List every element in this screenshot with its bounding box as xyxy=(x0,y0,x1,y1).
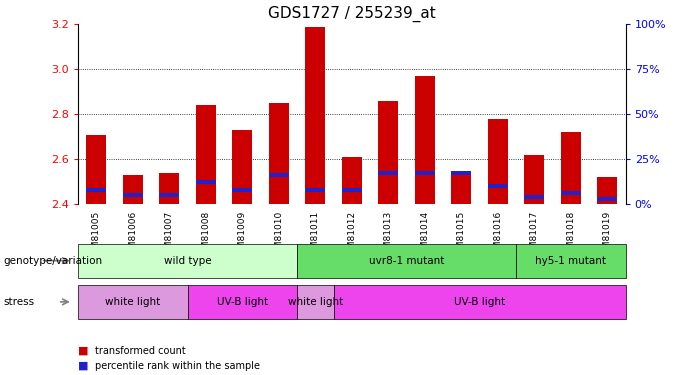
Bar xyxy=(524,155,545,204)
Text: percentile rank within the sample: percentile rank within the sample xyxy=(95,361,260,370)
Bar xyxy=(196,105,216,204)
Bar xyxy=(452,173,471,204)
Bar xyxy=(561,132,581,204)
Bar xyxy=(597,198,617,201)
Text: ■: ■ xyxy=(78,361,88,370)
Text: uvr8-1 mutant: uvr8-1 mutant xyxy=(369,256,444,266)
Bar xyxy=(415,171,435,175)
Bar xyxy=(86,135,107,204)
Bar xyxy=(86,189,107,192)
Bar xyxy=(196,180,216,184)
Text: white light: white light xyxy=(288,297,343,307)
Bar xyxy=(269,173,289,177)
Text: white light: white light xyxy=(105,297,160,307)
Bar xyxy=(378,101,398,204)
Title: GDS1727 / 255239_at: GDS1727 / 255239_at xyxy=(268,5,436,22)
Text: UV-B light: UV-B light xyxy=(454,297,505,307)
Bar xyxy=(305,189,326,192)
Bar xyxy=(269,103,289,204)
Bar xyxy=(488,184,508,188)
Text: ■: ■ xyxy=(78,346,88,355)
Bar xyxy=(123,193,143,196)
Bar xyxy=(342,157,362,204)
Text: hy5-1 mutant: hy5-1 mutant xyxy=(535,256,607,266)
Bar xyxy=(305,27,326,204)
Text: transformed count: transformed count xyxy=(95,346,186,355)
Bar xyxy=(342,189,362,192)
Bar xyxy=(597,177,617,204)
Bar xyxy=(159,173,180,204)
Bar xyxy=(159,193,180,196)
Bar xyxy=(123,175,143,204)
Bar xyxy=(415,76,435,204)
Bar xyxy=(561,191,581,195)
Text: stress: stress xyxy=(3,297,35,307)
Bar xyxy=(524,195,545,199)
Bar xyxy=(452,171,471,175)
Bar xyxy=(233,130,252,204)
Text: wild type: wild type xyxy=(164,256,211,266)
Bar xyxy=(233,189,252,192)
Text: UV-B light: UV-B light xyxy=(217,297,268,307)
Bar xyxy=(488,119,508,204)
Bar xyxy=(378,171,398,175)
Text: genotype/variation: genotype/variation xyxy=(3,256,103,266)
